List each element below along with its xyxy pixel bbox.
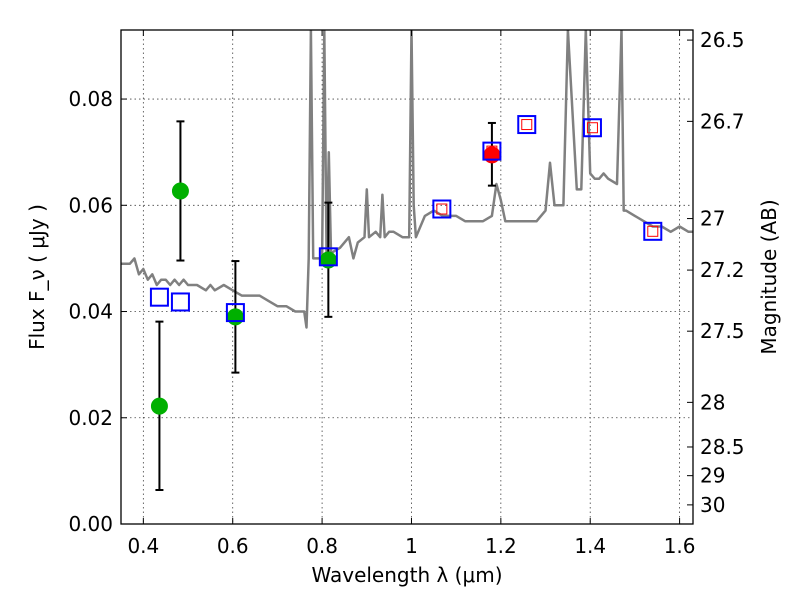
y-tick-label: 0.04 — [68, 300, 113, 324]
plot-frame — [120, 29, 694, 525]
model-square — [318, 247, 338, 267]
x-tick-label: 0.6 — [217, 534, 249, 558]
model-square-inner — [486, 145, 498, 157]
y-tick-label: 0.00 — [68, 512, 113, 536]
model-square-inner — [436, 203, 448, 215]
model-square-inner — [647, 225, 659, 237]
right-tick-label: 26.7 — [700, 109, 745, 133]
photometry-point — [226, 308, 244, 326]
x-tick-label: 0.4 — [127, 534, 159, 558]
photometry-point — [171, 182, 189, 200]
label-layer: Wavelength λ (μm) Flux F_ν ( μJy ) Magni… — [25, 199, 781, 587]
model-square-inner — [586, 122, 598, 134]
model-square — [482, 141, 502, 161]
sed-model-line — [121, 30, 693, 329]
right-tick-label: 27 — [700, 207, 725, 231]
tick-layer: 0.4 0.6 0.8 1 1.2 1.4 1.6 0.00 0.02 0.04 0.06 0.08 2… — [68, 28, 744, 558]
y-tick-label: 0.02 — [68, 406, 113, 430]
model-square — [582, 118, 602, 138]
right-tick-label: 26.5 — [700, 28, 745, 52]
right-axis-label: Magnitude (AB) — [757, 199, 781, 354]
x-tick-label: 1.6 — [664, 534, 696, 558]
right-tick-label: 28 — [700, 390, 725, 414]
model-square-inner — [521, 119, 533, 131]
right-tick-label: 27.2 — [700, 258, 745, 282]
right-tick-label: 27.5 — [700, 319, 745, 343]
photometry-point — [150, 397, 168, 415]
model-square — [432, 199, 452, 219]
right-tick-label: 28.5 — [700, 435, 745, 459]
right-tick-label: 30 — [700, 493, 725, 517]
y-axis-label: Flux F_ν ( μJy ) — [25, 204, 49, 350]
model-square — [517, 115, 537, 135]
x-axis-label: Wavelength λ (μm) — [311, 563, 502, 587]
model-square — [225, 303, 245, 323]
data-layer — [121, 30, 693, 492]
y-tick-label: 0.06 — [68, 193, 113, 217]
x-tick-label: 1 — [405, 534, 418, 558]
x-tick-label: 1.4 — [574, 534, 606, 558]
model-square — [149, 287, 169, 307]
right-tick-label: 29 — [700, 464, 725, 488]
model-square — [170, 292, 190, 312]
x-tick-label: 0.8 — [306, 534, 338, 558]
x-tick-label: 1.2 — [485, 534, 517, 558]
model-square — [643, 221, 663, 241]
y-tick-label: 0.08 — [68, 87, 113, 111]
